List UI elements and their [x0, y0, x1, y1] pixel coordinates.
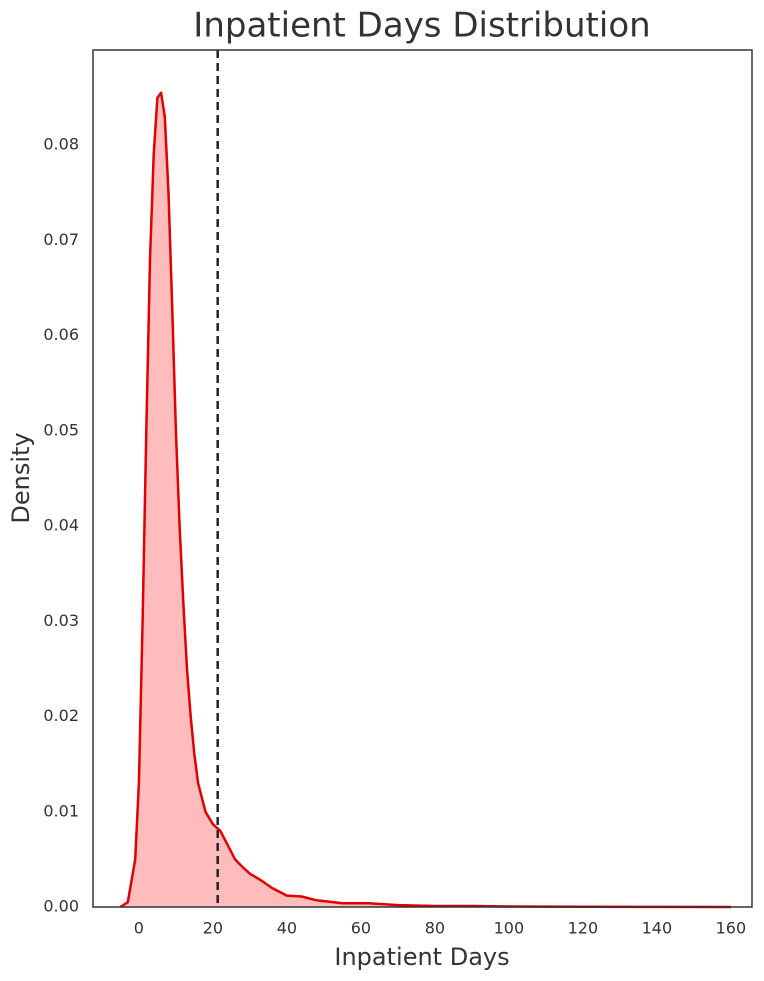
x-tick-label: 160 — [716, 919, 747, 938]
y-tick-label: 0.00 — [43, 897, 79, 916]
density-line — [119, 91, 731, 909]
y-tick-label: 0.03 — [43, 611, 79, 630]
plot-frame — [92, 49, 753, 908]
x-tick-label: 100 — [494, 919, 525, 938]
x-tick-label: 0 — [134, 919, 144, 938]
x-tick-label: 40 — [277, 919, 297, 938]
chart-title: Inpatient Days Distribution — [193, 6, 650, 46]
x-tick-label: 60 — [351, 919, 371, 938]
y-tick-label: 0.06 — [43, 325, 79, 344]
x-axis-label: Inpatient Days — [334, 943, 509, 971]
x-tick-label: 80 — [425, 919, 445, 938]
y-tick-label: 0.07 — [43, 230, 79, 249]
y-tick-label: 0.02 — [43, 706, 79, 725]
y-tick-label: 0.04 — [43, 516, 79, 535]
x-tick-label: 120 — [568, 919, 599, 938]
y-tick-label: 0.08 — [43, 135, 79, 154]
y-axis-label: Density — [7, 432, 35, 523]
density-area — [120, 92, 731, 908]
y-tick-label: 0.01 — [43, 801, 79, 820]
y-tick-label: 0.05 — [43, 420, 79, 439]
x-tick-label: 20 — [203, 919, 223, 938]
x-tick-label: 140 — [642, 919, 673, 938]
